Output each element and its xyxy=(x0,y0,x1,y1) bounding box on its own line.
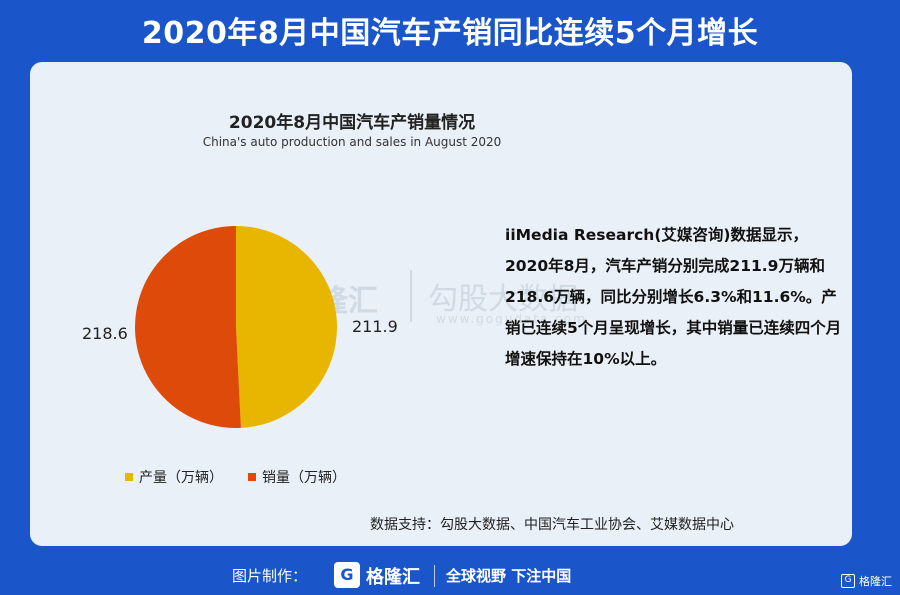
footer-divider xyxy=(434,565,435,587)
footer: 图片制作： G 格隆汇 全球视野 下注中国 xyxy=(0,556,900,595)
pie-chart xyxy=(135,225,338,428)
watermark-name2: 勾股大数据 xyxy=(428,282,578,317)
footer-credit-label: 图片制作： xyxy=(232,567,308,585)
chart-subtitle: China's auto production and sales in Aug… xyxy=(202,135,502,149)
legend-label-production: 产量（万辆） xyxy=(139,470,223,486)
watermark-divider xyxy=(410,270,412,322)
watermark-url: www.gogudata.com xyxy=(436,312,587,326)
brand-logo-icon: G xyxy=(334,562,360,588)
pie-slice-production xyxy=(236,225,338,428)
legend-item-production: 产量（万辆） xyxy=(125,467,223,487)
data-source: 数据支持：勾股大数据、中国汽车工业协会、艾媒数据中心 xyxy=(370,517,734,533)
corner-logo: G 格隆汇 xyxy=(841,573,892,589)
header-title: 2020年8月中国汽车产销同比连续5个月增长 xyxy=(141,16,759,51)
chart-title: 2020年8月中国汽车产销量情况 xyxy=(228,113,476,133)
description-text: iiMedia Research(艾媒咨询)数据显示，2020年8月，汽车产销分… xyxy=(505,226,842,368)
chart-card: 2020年8月中国汽车产销量情况 China's auto production… xyxy=(30,62,852,546)
legend-label-sales: 销量（万辆） xyxy=(262,470,346,486)
legend-swatch-production xyxy=(125,473,133,481)
legend-item-sales: 销量（万辆） xyxy=(248,467,346,487)
corner-logo-text: 格隆汇 xyxy=(859,575,892,588)
corner-logo-icon: G xyxy=(841,574,855,588)
pie-slice-sales xyxy=(135,226,241,428)
legend-swatch-sales xyxy=(248,473,256,481)
footer-brand: 格隆汇 xyxy=(366,567,420,588)
slice-label-production: 211.9 xyxy=(352,317,398,336)
slice-label-sales: 218.6 xyxy=(82,324,128,343)
footer-slogan: 全球视野 下注中国 xyxy=(446,567,572,585)
